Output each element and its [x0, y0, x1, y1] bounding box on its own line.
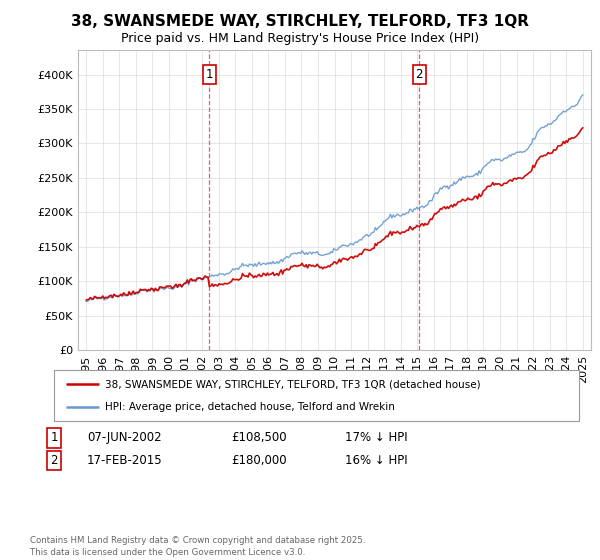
- Text: Contains HM Land Registry data © Crown copyright and database right 2025.
This d: Contains HM Land Registry data © Crown c…: [30, 536, 365, 557]
- Text: HPI: Average price, detached house, Telford and Wrekin: HPI: Average price, detached house, Telf…: [105, 402, 395, 412]
- Text: 2: 2: [415, 68, 423, 81]
- Text: 16% ↓ HPI: 16% ↓ HPI: [345, 454, 407, 467]
- Text: 38, SWANSMEDE WAY, STIRCHLEY, TELFORD, TF3 1QR (detached house): 38, SWANSMEDE WAY, STIRCHLEY, TELFORD, T…: [105, 379, 481, 389]
- Text: 1: 1: [50, 431, 58, 445]
- Text: £108,500: £108,500: [231, 431, 287, 445]
- Text: 17% ↓ HPI: 17% ↓ HPI: [345, 431, 407, 445]
- Text: Price paid vs. HM Land Registry's House Price Index (HPI): Price paid vs. HM Land Registry's House …: [121, 32, 479, 45]
- Text: 2: 2: [50, 454, 58, 467]
- Text: 07-JUN-2002: 07-JUN-2002: [87, 431, 161, 445]
- Text: 38, SWANSMEDE WAY, STIRCHLEY, TELFORD, TF3 1QR: 38, SWANSMEDE WAY, STIRCHLEY, TELFORD, T…: [71, 14, 529, 29]
- Text: 17-FEB-2015: 17-FEB-2015: [87, 454, 163, 467]
- Text: 1: 1: [206, 68, 213, 81]
- Text: £180,000: £180,000: [231, 454, 287, 467]
